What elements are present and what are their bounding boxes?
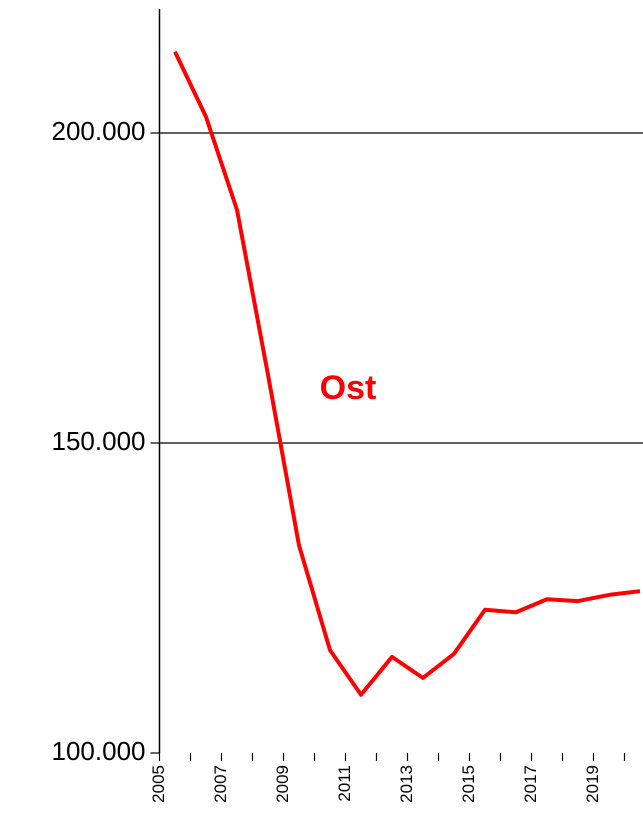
annotation: Ost: [320, 369, 377, 407]
y-tick-label: 200.000: [52, 116, 146, 146]
x-tick-label: 2013: [397, 765, 416, 803]
x-tick-label: 2011: [335, 765, 354, 802]
y-tick-label: 150.000: [52, 426, 146, 456]
x-tick-label: 2007: [211, 765, 230, 803]
x-tick-label: 2005: [149, 765, 168, 803]
x-tick-label: 2015: [459, 765, 478, 803]
x-tick-label: 2019: [583, 765, 602, 803]
x-tick-label: 2009: [273, 765, 292, 803]
line-series: [173, 50, 641, 697]
y-tick-label: 100.000: [52, 736, 146, 766]
x-tick-label: 2017: [521, 765, 540, 803]
